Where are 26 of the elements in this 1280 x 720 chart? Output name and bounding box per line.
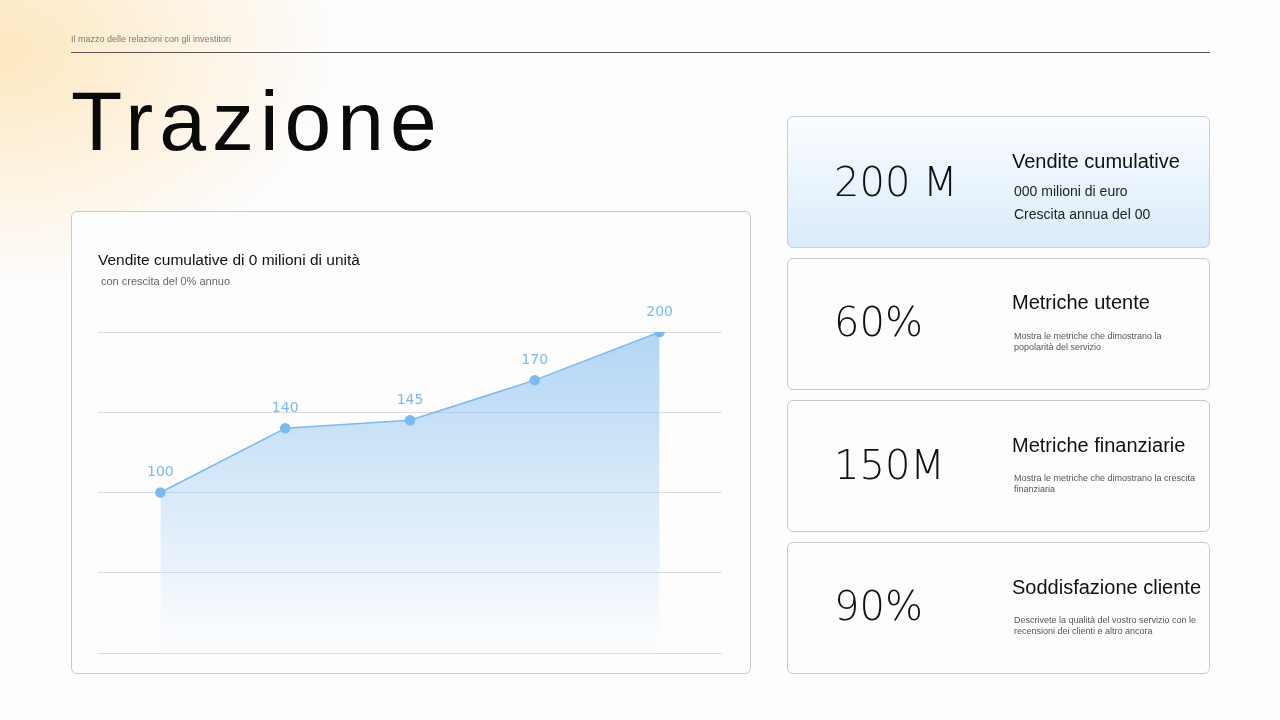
text: 90%	[834, 582, 923, 630]
text: 150M	[834, 441, 945, 489]
text: Crescita annua del 00	[1014, 205, 1151, 223]
text: 60%	[834, 298, 923, 346]
text: Mostra le metriche che dimostrano la popolarità del servizio	[1014, 331, 1163, 353]
chart-title: Vendite cumulative di 0 milioni di unità	[98, 250, 360, 270]
text: Metriche utente	[1012, 290, 1150, 314]
data-label: 145	[396, 390, 424, 407]
text: Soddisfazione cliente	[1012, 575, 1202, 599]
point	[404, 415, 416, 426]
data-label: 200	[646, 302, 673, 319]
data-label: 170	[521, 350, 549, 367]
text: 200 M	[834, 158, 958, 206]
data-label: 140	[271, 398, 299, 415]
point	[155, 487, 166, 498]
text: Vendite cumulative	[1012, 149, 1180, 173]
text: Mostra le metriche che dimostrano la crescita finanziaria	[1014, 473, 1197, 495]
text: Descrivete la qualità del vostro servizio con le recensioni dei clienti e altro ancora	[1014, 615, 1198, 637]
chart-subtitle: con crescita del 0% annuo	[101, 274, 231, 288]
text: 000 milioni di euro	[1014, 182, 1128, 200]
data-label: 100	[147, 463, 174, 480]
point	[529, 374, 541, 386]
text: Il mazzo delle relazioni con gli investitori	[71, 33, 232, 45]
point	[279, 423, 291, 434]
text: Metriche finanziarie	[1012, 433, 1186, 457]
text: Trazione	[71, 74, 443, 168]
